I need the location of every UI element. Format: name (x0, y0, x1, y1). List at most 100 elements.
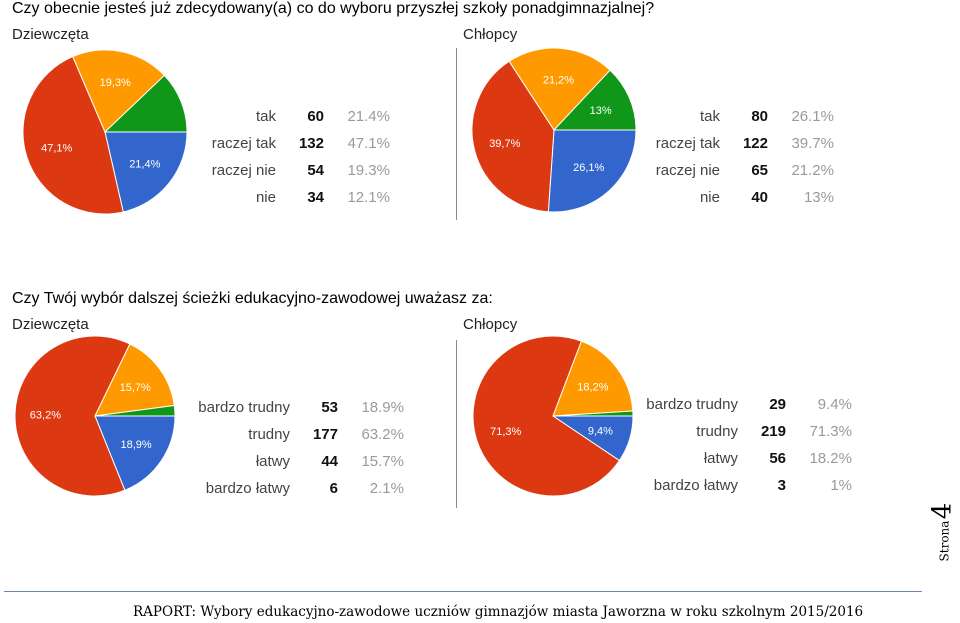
pie-slice-bardzo-łatwy (552, 410, 634, 417)
q1-boys-table: tak 80 26.1% raczej tak 122 39.7% raczej… (648, 103, 834, 211)
pie-slice-nie (552, 69, 637, 131)
question-1-title: Czy obecnie jesteś już zdecydowany(a) co… (12, 0, 655, 17)
page-number: 4 (927, 502, 958, 520)
row-label: tak (255, 108, 276, 125)
row-count: 65 (751, 162, 768, 179)
pie-slice-raczej-nie (72, 49, 166, 133)
row-label: tak (699, 108, 720, 125)
row-label: nie (699, 189, 720, 206)
pie-slice-tak (104, 131, 188, 213)
page-number-block: 4 Strona (927, 503, 960, 578)
page-label: Strona (937, 520, 952, 562)
pie-slice-trudny (14, 335, 131, 497)
footer-text: RAPORT: Wybory edukacyjno-zawodowe uczni… (133, 604, 864, 620)
table-row: łatwy 44 15.7% (188, 448, 404, 475)
q1-boys-label: Chłopcy (463, 26, 518, 43)
row-percent: 26.1% (791, 108, 834, 125)
pie-slice-label: 9,4% (588, 425, 613, 437)
pie-slice-label: 13% (590, 105, 612, 117)
row-label: bardzo łatwy (653, 477, 738, 494)
table-row: raczej nie 65 21.2% (648, 157, 834, 184)
row-percent: 13% (803, 189, 834, 206)
pie-slice-łatwy (552, 340, 634, 417)
row-label: łatwy (255, 453, 290, 470)
q2-girls-pie-chart: 18,9% 63,2% 15,7% (14, 335, 176, 497)
pie-slice-label: 18,2% (577, 382, 608, 394)
q2-boys-table: bardzo trudny 29 9.4% trudny 219 71.3% ł… (637, 391, 852, 499)
q2-boys-label: Chłopcy (463, 316, 518, 333)
row-count: 80 (751, 108, 768, 125)
row-label: bardzo trudny (646, 396, 738, 413)
row-count: 3 (777, 477, 786, 494)
pie-slice-łatwy (94, 343, 175, 417)
row-percent: 18.9% (361, 399, 404, 416)
table-row: raczej nie 54 19.3% (200, 157, 390, 184)
row-count: 44 (321, 453, 338, 470)
pie-slice-label: 19,3% (100, 77, 131, 89)
row-count: 56 (769, 450, 786, 467)
pie-slice-label: 21,4% (129, 159, 160, 171)
pie-slice-label: 39,7% (489, 138, 520, 150)
q2-divider (456, 340, 457, 508)
row-percent: 21.2% (791, 162, 834, 179)
table-row: raczej tak 122 39.7% (648, 130, 834, 157)
pie-slice-raczej-tak (22, 55, 124, 215)
row-label: raczej nie (211, 162, 276, 179)
row-label: bardzo łatwy (205, 480, 290, 497)
row-percent: 2.1% (369, 480, 404, 497)
q2-boys-pie-chart: 9,4% 71,3% 18,2% (472, 335, 634, 497)
row-count: 177 (312, 426, 338, 443)
question-2-title: Czy Twój wybór dalszej ścieżki edukacyjn… (12, 290, 493, 307)
q1-boys-pie-chart: 26,1% 39,7% 21,2% 13% (471, 47, 637, 213)
row-percent: 21.4% (347, 108, 390, 125)
row-percent: 19.3% (347, 162, 390, 179)
pie-slice-raczej-nie (508, 47, 611, 131)
row-percent: 15.7% (361, 453, 404, 470)
row-label: raczej nie (655, 162, 720, 179)
pie-slice-label: 15,7% (120, 382, 151, 394)
row-label: raczej tak (655, 135, 720, 152)
row-count: 60 (307, 108, 324, 125)
table-row: trudny 219 71.3% (637, 418, 852, 445)
row-label: raczej tak (211, 135, 276, 152)
pie-slice-bardzo-łatwy (94, 404, 176, 417)
row-count: 34 (307, 189, 324, 206)
table-row: nie 34 12.1% (200, 184, 390, 211)
row-count: 40 (751, 189, 768, 206)
pie-slice-nie (103, 74, 188, 133)
table-row: tak 80 26.1% (648, 103, 834, 130)
q1-girls-table: tak 60 21.4% raczej tak 132 47.1% raczej… (200, 103, 390, 211)
row-count: 53 (321, 399, 338, 416)
pie-slice-label: 18,9% (120, 439, 151, 451)
table-row: bardzo trudny 53 18.9% (188, 394, 404, 421)
row-percent: 18.2% (809, 450, 852, 467)
table-row: trudny 177 63.2% (188, 421, 404, 448)
row-percent: 39.7% (791, 135, 834, 152)
table-row: nie 40 13% (648, 184, 834, 211)
row-label: trudny (248, 426, 290, 443)
pie-slice-label: 71,3% (490, 426, 521, 438)
pie-slice-label: 63,2% (30, 409, 61, 421)
footer-divider (4, 591, 922, 592)
table-row: tak 60 21.4% (200, 103, 390, 130)
q2-girls-label: Dziewczęta (12, 316, 89, 333)
row-percent: 71.3% (809, 423, 852, 440)
row-label: trudny (696, 423, 738, 440)
pie-slice-label: 26,1% (573, 162, 604, 174)
row-percent: 1% (830, 477, 852, 494)
row-count: 29 (769, 396, 786, 413)
row-count: 122 (742, 135, 768, 152)
table-row: łatwy 56 18.2% (637, 445, 852, 472)
pie-slice-tak (547, 129, 637, 213)
table-row: bardzo trudny 29 9.4% (637, 391, 852, 418)
table-row: bardzo łatwy 3 1% (637, 472, 852, 499)
row-count: 6 (329, 480, 338, 497)
table-row: raczej tak 132 47.1% (200, 130, 390, 157)
row-label: łatwy (703, 450, 738, 467)
row-count: 132 (298, 135, 324, 152)
row-label: nie (255, 189, 276, 206)
row-percent: 12.1% (347, 189, 390, 206)
table-row: bardzo łatwy 6 2.1% (188, 475, 404, 502)
pie-slice-trudny (472, 335, 621, 497)
row-percent: 9.4% (817, 396, 852, 413)
